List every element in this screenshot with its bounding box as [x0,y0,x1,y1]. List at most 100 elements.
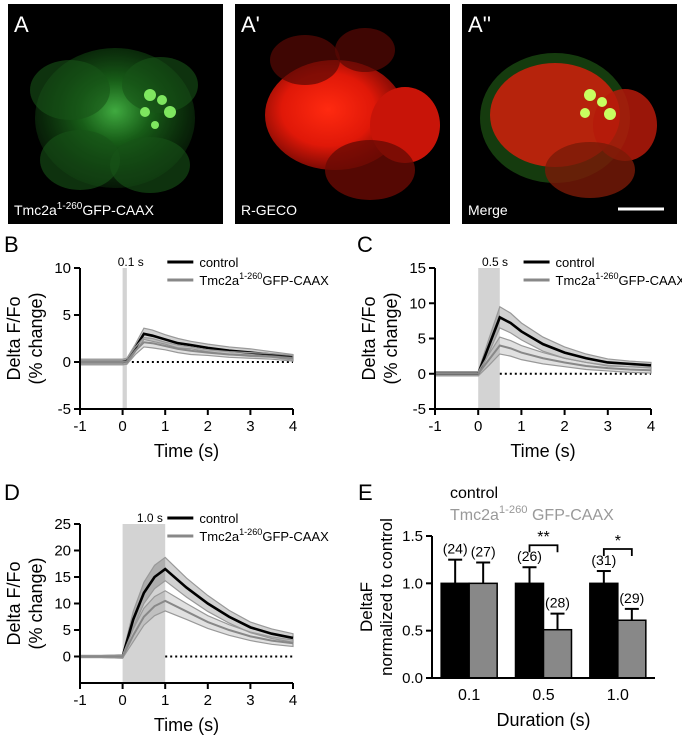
chart-panel-c: C 0.5 s -1 0 1 2 3 4 -5 0 5 10 15 Delta F/Fo (% change… [357,232,682,461]
x-tick-label: 0 [118,692,126,709]
legend-label-mutant-prefix: Tmc2a [199,529,240,544]
y-tick-label: 0 [63,649,71,666]
image-panel-a-double-prime: A'' Merge [462,4,677,224]
sample-size-label: (31) [591,552,616,568]
x-axis-label: Time (s) [154,441,219,461]
legend-label-mutant: Tmc2a1-260GFP-CAAX [556,271,682,288]
series-band-1 [79,336,294,366]
red-cell-cluster [265,28,440,200]
sample-size-label: (26) [517,548,542,564]
y-tick-label: 15 [409,260,426,277]
series-line-1 [80,599,294,658]
x-tick-label: 1.0 [607,687,629,704]
significance-label: ** [537,529,549,546]
legend-label-mutant-suffix: GFP-CAAX [262,529,329,544]
sample-size-label: (24) [443,541,468,557]
image-panel-a-prime: A' R-GECO [235,4,450,224]
y-tick-label: 25 [54,516,71,533]
legend-label-mutant-suffix: GFP-CAAX [528,507,615,524]
x-tick-label: -1 [73,692,86,709]
panel-letter: C [357,232,373,257]
y-axis-label-line1: Delta F/Fo [359,296,379,380]
image-caption-a-double-prime: Merge [468,202,508,218]
y-tick-label: 0 [63,354,71,371]
bar-mutant [617,619,647,679]
legend-label-mutant: Tmc2a1-260GFP-CAAX [199,527,329,544]
x-tick-label: 3 [246,418,254,435]
stimulus-label: 0.1 s [118,255,144,269]
y-tick-label: 5 [63,307,71,324]
merge-cell-cluster [480,53,657,198]
legend-label-mutant-superscript: 1-260 [499,504,528,516]
x-tick-label: 0 [474,418,482,435]
y-tick-label: 15 [54,569,71,586]
legend-label-mutant-suffix: GFP-CAAX [262,273,329,288]
significance-label: * [615,533,621,550]
chart-panel-d: D 1.0 s -1 0 1 2 3 4 0 5 10 15 20 25 Delta F/Fo (% chan… [4,480,329,735]
x-tick-label: 1 [161,692,169,709]
x-axis-label: Time (s) [154,715,219,735]
y-axis-label-line2: (% change) [381,292,401,384]
x-tick-label: 0.1 [458,687,480,704]
x-tick-label: 4 [289,692,297,709]
x-tick-label: 1 [517,418,525,435]
legend-label-mutant-suffix: GFP-CAAX [619,273,682,288]
image-caption-a-prime: R-GECO [241,202,297,218]
panel-letter-a-double-prime: A'' [468,12,491,37]
sample-size-label: (29) [619,590,644,606]
sample-size-label: (28) [545,595,570,611]
x-tick-label: -1 [73,418,86,435]
y-tick-label: 0.5 [402,623,423,640]
bar-control [589,582,619,679]
legend-label-mutant-prefix: Tmc2a [450,507,499,524]
x-tick-label: 3 [246,692,254,709]
legend-label-mutant-superscript: 1-260 [595,271,618,281]
series-line-1 [435,344,652,375]
bar-control [440,582,470,679]
legend-label-mutant: Tmc2a1-260 GFP-CAAX [450,504,614,524]
y-axis-label-line1: Delta F/Fo [4,296,24,380]
y-axis-label-line2: (% change) [26,292,46,384]
legend-label-mutant-prefix: Tmc2a [556,273,597,288]
legend-label-control: control [199,511,238,526]
legend-label-mutant-prefix: Tmc2a [199,273,240,288]
significance-bracket [602,548,633,557]
x-tick-label: 2 [560,418,568,435]
legend-label-mutant-superscript: 1-260 [239,527,262,537]
stimulus-label: 0.5 s [482,255,508,269]
x-tick-label: 0 [118,418,126,435]
y-axis-label-line2: normalized to control [377,518,396,676]
x-axis-label: Duration (s) [496,710,590,730]
legend-label-control: control [450,485,498,502]
stimulus-bar [122,268,127,409]
y-tick-label: 10 [409,295,426,312]
y-tick-label: 5 [63,622,71,639]
panel-letter-a-prime: A' [241,12,260,37]
legend-label-control: control [199,255,238,270]
panel-letter: B [4,232,19,257]
y-axis-label-line2: (% change) [26,557,46,649]
bar-mutant [542,628,573,679]
x-tick-label: 4 [289,418,297,435]
stimulus-label: 1.0 s [137,511,163,525]
y-tick-label: 0 [418,366,426,383]
legend-label-control: control [556,255,595,270]
y-tick-label: 1.5 [402,528,423,545]
y-tick-label: 1.0 [402,575,423,592]
series-line-1 [80,341,294,363]
y-tick-label: 10 [54,596,71,613]
legend-label-mutant-superscript: 1-260 [239,271,262,281]
y-axis-label-line1: DeltaF [357,582,376,632]
panel-letter-a: A [14,12,29,37]
image-panel-a: A Tmc2a1-260GFP-CAAX [8,4,223,224]
x-tick-label: 3 [604,418,612,435]
sample-size-label: (27) [471,544,496,560]
series-band-1 [79,590,294,659]
x-tick-label: 1 [161,418,169,435]
y-tick-label: -5 [58,401,71,418]
x-tick-label: 2 [204,692,212,709]
y-tick-label: 20 [54,543,71,560]
